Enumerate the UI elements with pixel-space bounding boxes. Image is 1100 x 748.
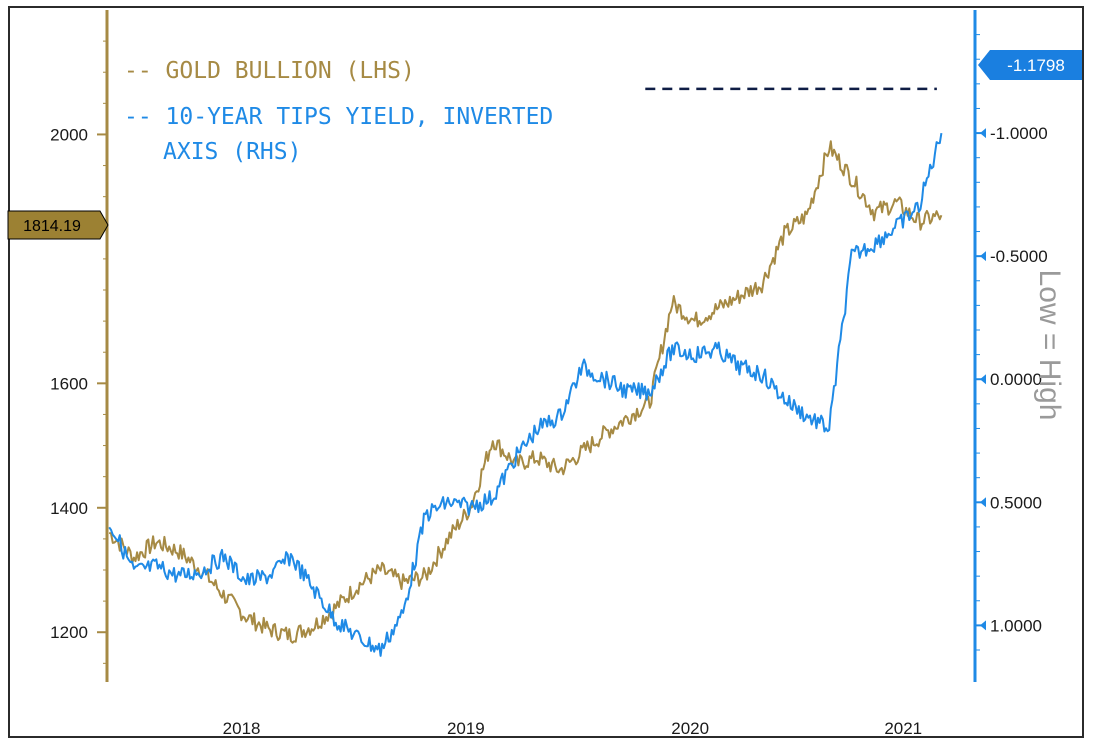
gold-last-value-text: 1814.19 [23, 218, 81, 235]
legend-tips-line2: AXIS (RHS) [163, 139, 301, 165]
right-tick-label: -1.0000 [990, 124, 1048, 143]
right-tick-label: -0.5000 [990, 247, 1048, 266]
x-tick-label: 2019 [447, 719, 485, 738]
x-tick-label: 2018 [223, 719, 261, 738]
tips-last-value-text: -1.1798 [1007, 56, 1065, 75]
legend-gold: -- GOLD BULLION (LHS) [124, 58, 415, 84]
left-axis-ticks: 1200 1400 1600 2000 [50, 40, 107, 664]
left-tick-label: 1200 [50, 623, 88, 642]
tips-series-line [108, 132, 943, 657]
right-tick-label: 0.5000 [990, 493, 1042, 512]
x-tick-label: 2021 [884, 719, 922, 738]
x-tick-label: 2020 [671, 719, 709, 738]
left-tick-label: 1400 [50, 499, 88, 518]
left-tick-label: 2000 [50, 125, 88, 144]
right-tick-arrow [980, 128, 986, 139]
gold-last-value-tag: 1814.19 [7, 210, 109, 240]
right-tick-arrow [980, 497, 986, 508]
right-tick-arrow [980, 251, 986, 262]
gold-series-line [108, 140, 943, 644]
right-tick-arrow [980, 374, 986, 385]
side-note-low-equals-high: Low = High [1033, 270, 1066, 421]
right-tick-label: 1.0000 [990, 616, 1042, 635]
right-axis-ticks: -1.0000 -0.5000 0.0000 0.5000 1.0000 [975, 34, 1048, 651]
left-tick-label: 1600 [50, 374, 88, 393]
legend-tips-line1: -- 10-YEAR TIPS YIELD, INVERTED [124, 104, 553, 130]
chart-frame [8, 6, 1084, 738]
tips-last-value-tag: -1.1798 [978, 50, 1082, 80]
right-tick-arrow [980, 620, 986, 631]
right-tick-label: 0.0000 [990, 370, 1042, 389]
x-axis-ticks: 2018 2019 2020 2021 [223, 719, 922, 738]
series-layer [108, 87, 943, 657]
